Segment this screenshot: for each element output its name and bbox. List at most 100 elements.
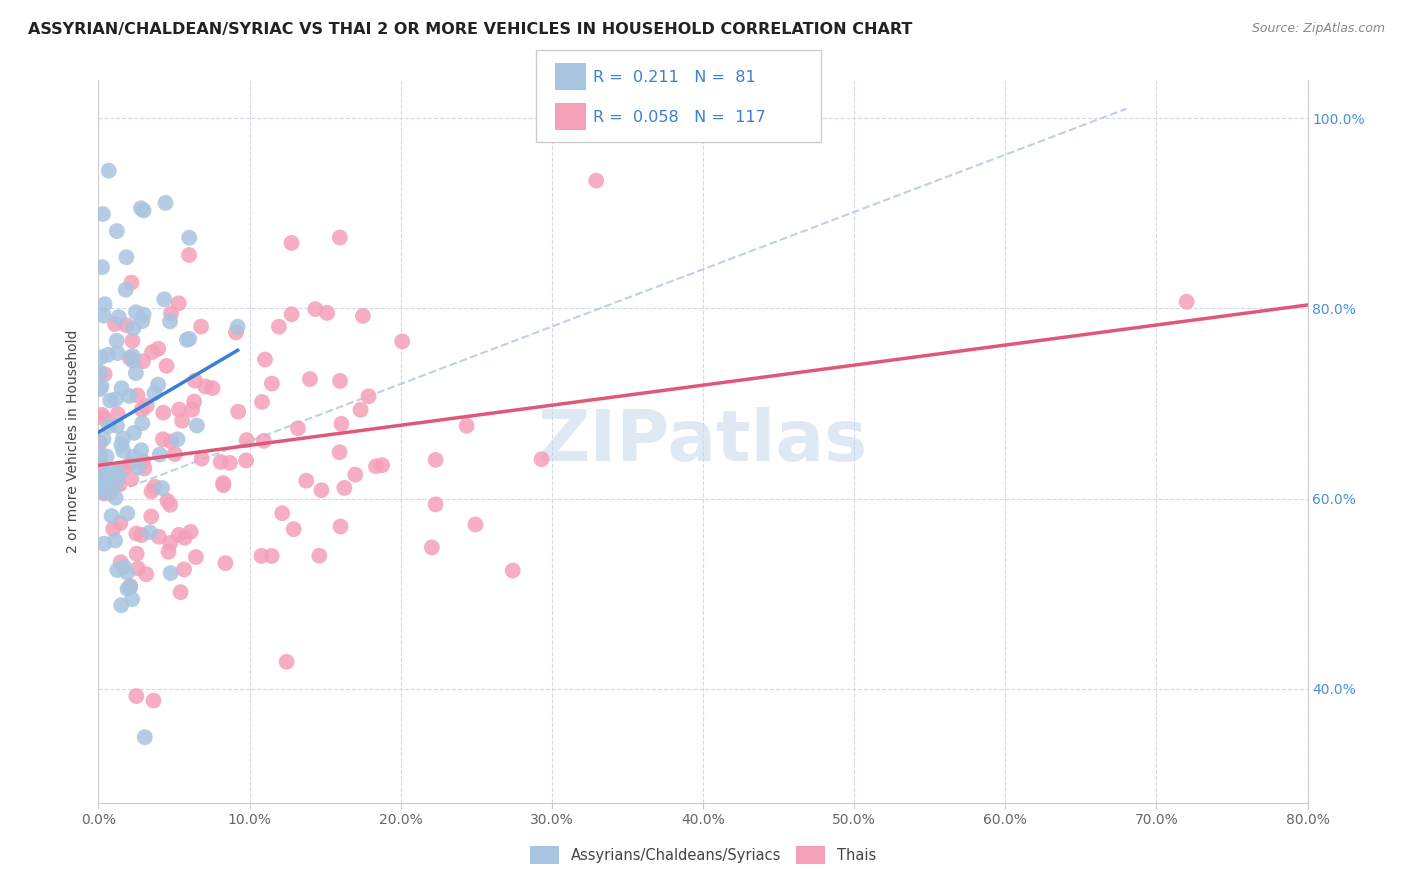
Point — [129, 443, 152, 458]
Point — [371, 458, 394, 473]
Point — [105, 334, 128, 348]
Point — [132, 308, 155, 322]
Point — [125, 689, 148, 703]
Point — [121, 353, 143, 368]
Point — [110, 555, 132, 569]
Point — [110, 516, 132, 530]
Point — [235, 453, 257, 467]
Point — [184, 549, 207, 564]
Point — [93, 411, 115, 425]
Point — [141, 345, 163, 359]
Point — [121, 334, 143, 348]
Point — [120, 276, 142, 290]
Point — [135, 567, 157, 582]
Point — [212, 478, 235, 492]
Point — [125, 366, 148, 380]
Point — [146, 377, 169, 392]
Point — [155, 195, 177, 210]
Point — [120, 579, 142, 593]
Point — [166, 433, 188, 447]
Point — [127, 388, 149, 402]
Point — [100, 508, 122, 523]
Point — [148, 530, 170, 544]
Point — [90, 458, 112, 473]
Point — [97, 348, 120, 362]
Point — [159, 498, 181, 512]
Point — [121, 592, 143, 607]
Point — [160, 306, 183, 320]
Point — [96, 450, 118, 464]
Point — [89, 447, 111, 461]
Point — [157, 545, 180, 559]
Point — [125, 526, 148, 541]
Point — [153, 293, 176, 307]
Point — [311, 483, 333, 498]
Point — [104, 533, 127, 548]
Point — [127, 561, 149, 575]
Point — [141, 509, 163, 524]
Point — [93, 468, 115, 483]
Point — [135, 399, 157, 413]
Point — [132, 454, 155, 468]
Point — [253, 352, 276, 367]
Point — [169, 585, 191, 599]
Point — [225, 326, 247, 340]
Point — [91, 408, 114, 422]
Point — [93, 368, 115, 382]
Point — [118, 351, 141, 365]
Point — [298, 372, 321, 386]
Point — [143, 386, 166, 401]
Point — [152, 432, 174, 446]
Point — [93, 486, 115, 500]
Point — [250, 549, 273, 563]
Point — [89, 478, 111, 492]
Text: ZIPatlas: ZIPatlas — [538, 407, 868, 476]
Point — [115, 318, 138, 333]
Point — [329, 374, 352, 388]
Point — [134, 461, 156, 475]
Point — [201, 381, 224, 395]
Point — [105, 418, 128, 433]
Point — [344, 467, 367, 482]
Point — [89, 365, 111, 379]
Point — [156, 493, 179, 508]
Point — [180, 524, 202, 539]
Point — [108, 477, 131, 491]
Point — [142, 693, 165, 707]
Point — [150, 481, 173, 495]
Point — [115, 566, 138, 580]
Point — [1175, 294, 1198, 309]
Point — [585, 173, 607, 187]
Point — [287, 421, 309, 435]
Legend: Assyrians/Chaldeans/Syriacs, Thais: Assyrians/Chaldeans/Syriacs, Thais — [530, 847, 876, 864]
Point — [90, 350, 112, 364]
Point — [141, 484, 163, 499]
Point — [93, 432, 115, 446]
Point — [352, 309, 374, 323]
Point — [105, 466, 128, 480]
Point — [235, 433, 257, 447]
Point — [117, 507, 139, 521]
Point — [90, 379, 112, 393]
Point — [103, 522, 125, 536]
Point — [108, 469, 131, 483]
Point — [163, 447, 186, 461]
Point — [110, 381, 132, 395]
Point — [132, 203, 155, 218]
Point — [308, 549, 330, 563]
Point — [112, 560, 135, 574]
Point — [181, 402, 204, 417]
Point — [122, 450, 145, 464]
Point — [280, 307, 302, 321]
Point — [152, 406, 174, 420]
Point — [464, 517, 486, 532]
Point — [179, 332, 201, 346]
Point — [179, 231, 201, 245]
Point — [100, 465, 122, 479]
Point — [226, 405, 249, 419]
Point — [131, 402, 153, 417]
Point — [456, 418, 478, 433]
Point — [173, 531, 195, 545]
Point — [131, 416, 153, 430]
Point — [170, 414, 193, 428]
